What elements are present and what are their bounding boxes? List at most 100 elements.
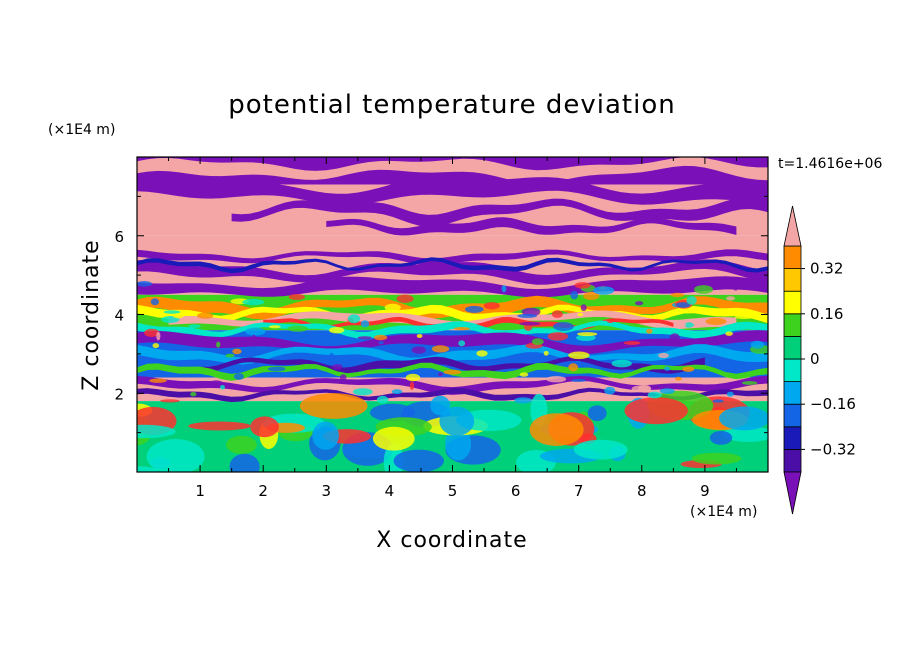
heatmap-streak [137,344,768,367]
x-tick-label: 8 [637,482,647,500]
colorbar-box [783,245,802,270]
heatmap-speckle [741,381,758,385]
heatmap-stratum [137,235,768,252]
heatmap-speckle [197,312,214,319]
heatmap-streak [137,173,768,206]
colorbar-box [783,448,802,473]
x-axis-ticks: 1 2 3 4 5 6 7 8 9 [168,157,737,500]
heatmap-speckle [352,358,369,363]
heatmap-eddy [529,413,584,446]
x-tick-label: 6 [511,482,521,500]
heatmap-speckle [712,399,724,403]
y-tick-label: 2 [114,385,124,403]
heatmap-speckle [517,313,538,318]
colorbar-min-triangle [783,471,802,515]
heatmap-speckle [659,388,675,394]
heatmap-streak [231,197,768,227]
heatmap-speckle [458,340,466,347]
heatmap-speckle [328,327,345,334]
heatmap-speckle [476,350,488,357]
heatmap-speckle [571,378,587,382]
heatmap-eddy [393,449,444,472]
y-tick-label: 4 [114,307,124,325]
heatmap-field [137,157,768,472]
heatmap-speckle [287,325,308,332]
heatmap-speckle [651,346,657,354]
heatmap-speckle [553,322,574,331]
colorbar-box [783,313,802,337]
heatmap-speckle [618,286,626,291]
heatmap-speckle [160,399,180,403]
heatmap-speckle [664,366,671,371]
heatmap-speckle [347,314,361,324]
x-tick-label: 1 [195,482,205,500]
colorbar: 0.32 0.16 0 −0.16 −0.32 [783,205,856,515]
colorbar-tick-label: 0.16 [810,305,843,323]
heatmap-eddy [146,439,205,472]
heatmap-speckle [405,373,421,382]
heatmap-speckle [705,317,727,325]
heatmap-speckle [357,336,372,340]
heatmap-streak [137,295,768,320]
heatmap-speckle [339,374,347,381]
heatmap-speckle [232,348,242,355]
heatmap-streak [137,276,768,298]
heatmap-eddy [137,424,176,439]
heatmap-speckle [150,298,160,306]
heatmap-speckle [606,318,615,324]
heatmap-speckle [149,378,167,383]
heatmap-speckle [593,286,615,295]
heatmap-eddy [719,406,768,431]
heatmap-speckle [635,301,644,306]
heatmap-speckle [163,310,181,314]
heatmap-eddy [250,416,279,438]
heatmap-speckle [725,331,733,336]
heatmap-eddy [188,421,251,431]
heatmap-speckle [137,281,153,287]
z-unit-label: (×1E4 m) [48,122,115,138]
heatmap-speckle [547,332,569,341]
heatmap-speckle [409,381,415,390]
heatmap-speckle [551,310,563,318]
heatmap-speckle [233,373,244,380]
heatmap-speckle [220,385,225,390]
heatmap-eddy [430,395,451,416]
heatmap-speckle [726,296,736,301]
heatmap-speckle [465,305,484,313]
heatmap-speckle [411,346,426,354]
heatmap-streak [137,249,768,266]
heatmap-speckle [152,343,160,349]
heatmap-eddy [312,421,339,450]
heatmap-speckle [242,299,265,306]
heatmap-speckle [360,320,370,328]
heatmap-speckle [577,312,584,317]
heatmap-streak [137,157,768,184]
colorbar-box [783,268,802,292]
heatmap-speckle [352,388,373,396]
x-unit-label: (×1E4 m) [690,504,757,520]
heatmap-eddy [587,405,607,422]
heatmap-eddy [372,426,415,451]
heatmap-speckle [658,352,669,359]
heatmap-speckle [531,338,544,345]
heatmap-eddy [439,406,475,436]
x-tick-label: 7 [574,482,584,500]
heatmap-eddy [624,397,688,425]
heatmap-speckle [308,319,313,324]
heatmap-streak [137,304,768,324]
heatmap-streak [326,217,737,236]
heatmap-speckle [734,315,754,320]
heatmap-streak [137,257,768,274]
heatmap-speckle [391,389,403,395]
colorbar-box [783,426,802,450]
heatmap-speckle [670,292,685,298]
heatmap-speckle [676,320,687,328]
heatmap-speckle [378,341,384,345]
heatmap-speckle [514,397,532,404]
heatmap-speckle [225,353,235,358]
heatmap-eddy [137,466,159,472]
colorbar-tick-label: 0.32 [810,260,843,278]
x-tick-label: 3 [322,482,332,500]
heatmap-speckle [443,369,462,375]
heatmap-speckle [156,331,161,341]
